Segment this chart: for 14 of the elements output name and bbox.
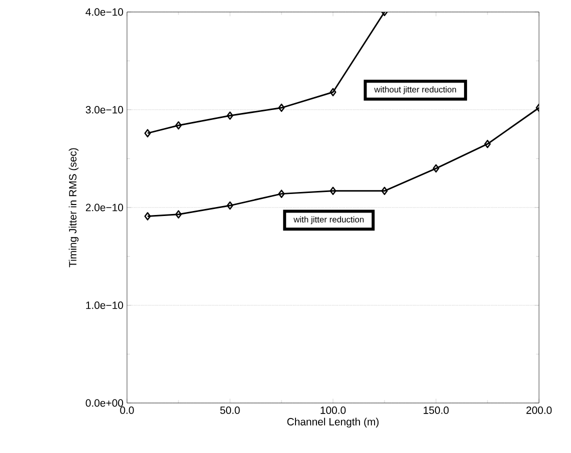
text: with jitter reduction [294, 216, 364, 224]
text: without jitter reduction [374, 86, 456, 94]
x-tick-label: 0.0 [120, 406, 134, 414]
y-axis-title: Timing Jitter in RMS (sec) [68, 148, 79, 268]
x-tick-label: 50.0 [220, 406, 240, 414]
x-axis-title: Channel Length (m) [287, 418, 379, 428]
y-tick-label: 4.0e−10 [86, 8, 124, 16]
y-tick-label: 3.0e−10 [86, 106, 124, 114]
x-tick-label: 100.0 [320, 406, 346, 414]
y-tick-label: 2.0e−10 [86, 204, 124, 212]
y-tick-label: 0.0e+00 [86, 399, 124, 407]
y-tick-label: 1.0e−10 [86, 302, 124, 309]
x-tick-label: 150.0 [424, 406, 449, 414]
x-tick-label: 200.0 [526, 406, 552, 414]
